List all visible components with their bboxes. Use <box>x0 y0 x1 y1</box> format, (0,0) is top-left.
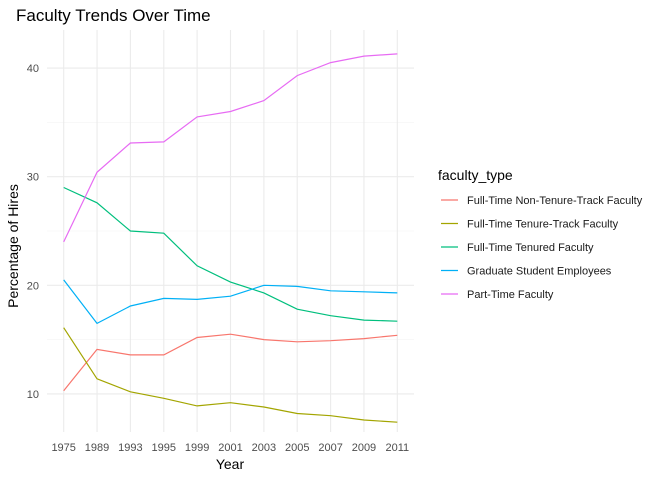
chart-title: Faculty Trends Over Time <box>16 6 211 25</box>
legend-label: Full-Time Non-Tenure-Track Faculty <box>467 195 643 207</box>
y-tick-label: 40 <box>27 63 39 75</box>
series-line-full-time-tenure-track-faculty <box>63 327 398 423</box>
x-axis-title: Year <box>216 456 245 472</box>
series-line-full-time-non-tenure-track-faculty <box>63 333 398 392</box>
legend: faculty_type Full-Time Non-Tenure-Track … <box>438 167 643 301</box>
x-tick-label: 2007 <box>318 442 342 454</box>
x-tick-label: 1975 <box>51 442 75 454</box>
x-tick-label: 1999 <box>185 442 209 454</box>
legend-label: Full-Time Tenured Faculty <box>467 242 594 254</box>
series-lines <box>63 53 398 423</box>
x-tick-label: 2001 <box>218 442 242 454</box>
y-tick-label: 20 <box>27 280 39 292</box>
y-tick-label: 10 <box>27 389 39 401</box>
legend-item-full-time-tenure-track-faculty: Full-Time Tenure-Track Faculty <box>441 219 619 231</box>
legend-item-part-time-faculty: Part-Time Faculty <box>441 289 554 301</box>
legend-items: Full-Time Non-Tenure-Track Faculty Full-T… <box>441 195 643 301</box>
y-tick-label: 30 <box>27 172 39 184</box>
x-tick-label: 2003 <box>252 442 276 454</box>
x-tick-label: 2005 <box>285 442 309 454</box>
x-tick-label: 2009 <box>352 442 376 454</box>
x-tick-label: 1989 <box>85 442 109 454</box>
legend-title: faculty_type <box>438 167 513 183</box>
legend-item-full-time-tenured-faculty: Full-Time Tenured Faculty <box>441 242 594 254</box>
y-axis-title: Percentage of Hires <box>5 184 21 308</box>
legend-item-full-time-non-tenure-track-faculty: Full-Time Non-Tenure-Track Faculty <box>441 195 643 207</box>
series-line-part-time-faculty <box>63 53 398 243</box>
series-line-graduate-student-employees <box>63 279 398 325</box>
legend-label: Full-Time Tenure-Track Faculty <box>467 219 619 231</box>
x-tick-label: 2011 <box>385 442 409 454</box>
y-axis-ticks: 10 20 30 40 <box>27 63 39 401</box>
series-line-full-time-tenured-faculty <box>63 186 398 322</box>
x-tick-label: 1995 <box>152 442 176 454</box>
legend-label: Part-Time Faculty <box>467 289 554 301</box>
x-axis-ticks: 1975 1989 1993 1995 1999 2001 2003 2005 2007 2009… <box>51 442 409 454</box>
grid <box>47 30 414 432</box>
legend-label: Graduate Student Employees <box>467 266 612 278</box>
legend-item-graduate-student-employees: Graduate Student Employees <box>441 266 612 278</box>
x-tick-label: 1993 <box>118 442 142 454</box>
